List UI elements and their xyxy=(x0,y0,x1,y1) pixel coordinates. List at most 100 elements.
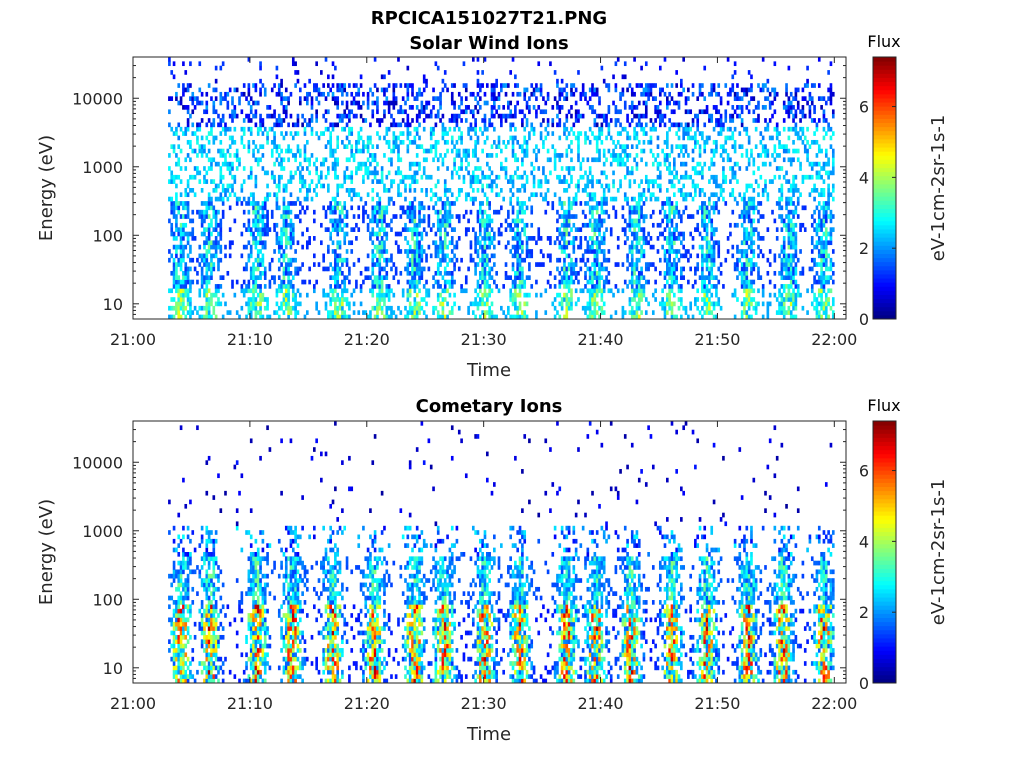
spectrogram-cell xyxy=(682,196,685,202)
spectrogram-cell xyxy=(291,201,295,206)
spectrogram-cell xyxy=(334,161,337,167)
spectrogram-cell xyxy=(404,188,407,193)
spectrogram-cell xyxy=(687,314,690,320)
spectrogram-cell xyxy=(584,310,587,315)
spectrogram-cell xyxy=(425,157,428,163)
spectrogram-cell xyxy=(441,214,445,219)
spectrogram-cell xyxy=(280,174,283,180)
spectrogram-cell xyxy=(523,222,527,228)
spectrogram-cell xyxy=(329,131,333,136)
spectrogram-cell xyxy=(427,174,431,180)
spectrogram-cell xyxy=(504,118,508,123)
spectrogram-cell xyxy=(605,196,608,202)
spectrogram-cell xyxy=(481,183,484,189)
spectrogram-cell xyxy=(303,83,307,88)
spectrogram-cell xyxy=(359,270,363,276)
spectrogram-cell xyxy=(539,91,543,97)
spectrogram-cell xyxy=(172,284,176,289)
spectrogram-cell xyxy=(703,288,707,294)
spectrogram-cell xyxy=(642,253,646,259)
spectrogram-cell xyxy=(448,118,452,123)
spectrogram-cell xyxy=(705,227,709,232)
spectrogram-cell xyxy=(478,83,482,88)
spectrogram-cell xyxy=(191,231,195,237)
spectrogram-cell xyxy=(254,100,258,106)
spectrogram-cell xyxy=(485,301,489,307)
spectrogram-cell xyxy=(364,266,368,272)
spectrogram-cell xyxy=(712,179,716,184)
spectrogram-cell xyxy=(305,91,309,97)
spectrogram-cell xyxy=(563,262,566,267)
spectrogram-cell xyxy=(691,183,695,189)
spectrogram-cell xyxy=(642,218,646,224)
spectrogram-cell xyxy=(546,118,550,123)
spectrogram-cell xyxy=(233,292,237,298)
spectrogram-cell xyxy=(343,170,347,176)
spectrogram-cell xyxy=(240,305,244,311)
spectrogram-cell xyxy=(413,205,417,211)
spectrogram-cell xyxy=(654,279,657,285)
spectrogram-cell xyxy=(595,275,599,280)
spectrogram-cell xyxy=(252,192,255,198)
spectrogram-cell xyxy=(261,201,265,206)
spectrogram-cell xyxy=(507,209,510,215)
spectrogram-cell xyxy=(427,244,431,250)
spectrogram-cell xyxy=(696,161,700,167)
spectrogram-cell xyxy=(623,105,627,110)
spectrogram-cell xyxy=(677,179,681,184)
spectrogram-cell xyxy=(460,188,463,193)
spectrogram-cell xyxy=(474,131,477,136)
spectrogram-cell xyxy=(357,139,361,145)
spectrogram-cell xyxy=(511,292,515,298)
spectrogram-cell xyxy=(696,288,700,294)
spectrogram-cell xyxy=(439,262,442,267)
spectrogram-cell xyxy=(708,270,711,276)
spectrogram-cell xyxy=(682,253,685,259)
spectrogram-cell xyxy=(567,218,571,224)
spectrogram-cell xyxy=(567,214,571,219)
spectrogram-cell xyxy=(249,192,253,198)
spectrogram-cell xyxy=(172,262,176,267)
spectrogram-cell xyxy=(595,135,599,141)
spectrogram-cell xyxy=(680,231,683,237)
spectrogram-cell xyxy=(586,157,590,163)
spectrogram-cell xyxy=(401,209,405,215)
spectrogram-cell xyxy=(422,297,426,302)
spectrogram-cell xyxy=(280,244,283,250)
spectrogram-cell xyxy=(532,87,536,93)
spectrogram-cell xyxy=(670,240,674,246)
spectrogram-cell xyxy=(441,240,445,246)
spectrogram-cell xyxy=(436,314,440,320)
spectrogram-cell xyxy=(179,249,183,254)
spectrogram-cell xyxy=(598,157,601,163)
spectrogram-cell xyxy=(343,240,347,246)
spectrogram-cell xyxy=(212,227,216,232)
spectrogram-cell xyxy=(207,157,211,163)
spectrogram-cell xyxy=(245,201,248,206)
spectrogram-cell xyxy=(217,240,220,246)
spectrogram-cell xyxy=(698,310,702,315)
spectrogram-cell xyxy=(616,153,620,158)
spectrogram-cell xyxy=(219,196,223,202)
spectrogram-cell xyxy=(705,249,709,254)
spectrogram-cell xyxy=(434,153,438,158)
spectrogram-cell xyxy=(516,305,520,311)
spectrogram-cell xyxy=(282,109,286,115)
spectrogram-cell xyxy=(518,188,522,193)
spectrogram-cell xyxy=(675,144,678,149)
spectrogram-cell xyxy=(399,249,403,254)
spectrogram-cell xyxy=(710,270,714,276)
spectrogram-cell xyxy=(504,113,508,119)
spectrogram-cell xyxy=(448,284,452,289)
spectrogram-cell xyxy=(170,96,174,101)
spectrogram-cell xyxy=(175,253,178,259)
spectrogram-cell xyxy=(673,249,676,254)
spectrogram-cell xyxy=(273,227,276,232)
spectrogram-cell xyxy=(443,201,447,206)
spectrogram-cell xyxy=(623,74,627,80)
spectrogram-cell xyxy=(535,192,538,198)
spectrogram-cell xyxy=(673,166,676,171)
spectrogram-cell xyxy=(182,292,185,298)
spectrogram-cell xyxy=(644,61,648,67)
spectrogram-cell xyxy=(500,188,503,193)
